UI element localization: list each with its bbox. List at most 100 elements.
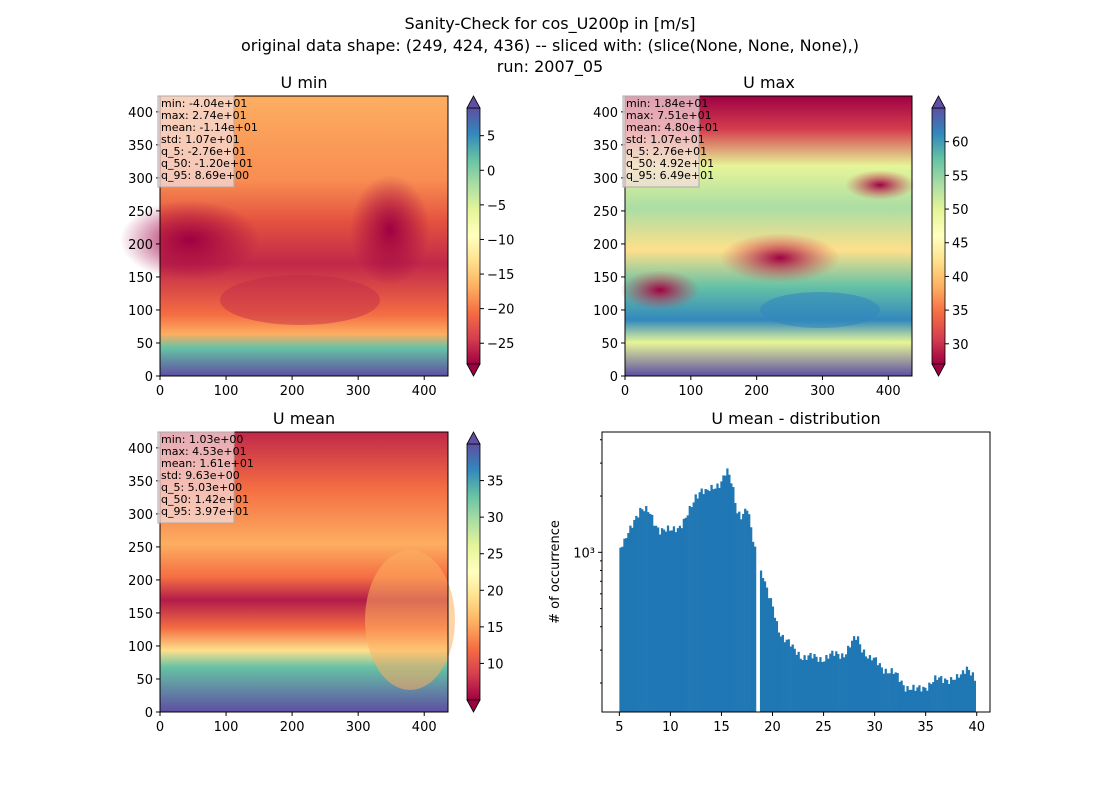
histogram-bar xyxy=(971,672,975,712)
panel-u-mean: U mean 0 100 200 300 400 0 50 100 150 200 250 300 3… xyxy=(128,409,503,735)
histogram-bar xyxy=(946,679,949,712)
x-axis: 0 100 200 300 400 xyxy=(156,376,437,399)
y-tick-label: 200 xyxy=(593,238,618,253)
x-tick-label: 5 xyxy=(615,720,623,735)
y-tick-label: 50 xyxy=(601,337,618,352)
histogram-bar xyxy=(682,518,685,712)
colorbar-tick-label: 15 xyxy=(487,621,504,636)
histogram-bar xyxy=(813,654,816,712)
histogram-bar xyxy=(748,514,751,712)
y-tick-label: 10³ xyxy=(573,546,595,561)
histogram-bar xyxy=(807,655,810,712)
histogram-bar xyxy=(876,665,879,712)
histogram-bar xyxy=(676,528,680,712)
histogram-bar xyxy=(690,507,693,712)
histogram-bar xyxy=(854,639,858,712)
stat-line: min: 1.03e+00 xyxy=(161,433,243,446)
title-line-1: Sanity-Check for cos_U200p in [m/s] xyxy=(404,14,695,34)
histogram-bar xyxy=(894,672,897,712)
histogram-bar xyxy=(904,691,907,712)
histogram-bar xyxy=(940,676,943,712)
histogram-bar xyxy=(860,652,864,712)
figure-title: Sanity-Check for cos_U200p in [m/s] orig… xyxy=(241,14,859,77)
histogram-bar xyxy=(870,660,874,712)
histogram-bar xyxy=(845,654,848,712)
histogram-bar xyxy=(888,673,891,712)
panel-title: U mean - distribution xyxy=(711,409,880,428)
histogram-bar xyxy=(696,498,699,712)
histogram-bar xyxy=(916,687,919,712)
histogram-bar xyxy=(872,657,876,712)
histogram-bar xyxy=(724,475,727,712)
histogram-bar xyxy=(765,587,769,712)
y-tick-label: 350 xyxy=(128,139,153,154)
histogram-bar xyxy=(718,487,721,712)
histogram-bar xyxy=(847,645,850,712)
y-tick-label: 300 xyxy=(128,508,153,523)
histogram-bar xyxy=(629,525,632,712)
histogram-bar xyxy=(827,658,830,712)
histogram-bar xyxy=(728,474,731,712)
histogram-bar xyxy=(902,685,905,712)
histogram-bar xyxy=(716,483,719,712)
histogram-bar xyxy=(759,570,763,712)
x-tick-label: 200 xyxy=(280,720,305,735)
histogram-bar xyxy=(734,502,737,712)
histogram-bar xyxy=(831,650,834,712)
x-tick-label: 10 xyxy=(662,720,679,735)
histogram-bar xyxy=(858,644,862,712)
histogram-bar xyxy=(771,606,775,712)
histogram-bar xyxy=(914,690,917,712)
y-tick-label: 150 xyxy=(128,607,153,622)
stat-line: min: -4.04e+01 xyxy=(161,97,247,110)
histogram-bar xyxy=(856,636,860,712)
colorbar-tick-label: 25 xyxy=(487,548,504,563)
stat-line: q_95: 3.97e+01 xyxy=(161,505,249,518)
histogram-bar xyxy=(825,655,828,712)
histogram-bar xyxy=(791,644,794,712)
histogram-bar xyxy=(944,678,947,712)
histogram-bar xyxy=(801,659,804,712)
histogram-bar xyxy=(953,679,957,712)
stat-line: q_5: -2.76e+01 xyxy=(161,145,246,158)
colorbar-tick-label: 30 xyxy=(487,511,504,526)
colorbar-tick-label: −10 xyxy=(487,233,514,248)
histogram-bar xyxy=(767,598,771,712)
histogram-bar xyxy=(957,677,961,712)
histogram-bar xyxy=(698,492,701,712)
y-tick-label: 250 xyxy=(128,205,153,220)
panel-title: U mean xyxy=(273,409,335,428)
histogram-bar xyxy=(742,513,745,712)
histogram-bar xyxy=(740,519,743,712)
histogram-bar xyxy=(649,513,652,712)
histogram-bar xyxy=(730,483,733,712)
stat-line: min: 1.84e+01 xyxy=(626,97,708,110)
histogram-bar xyxy=(621,546,624,712)
y-tick-label: 0 xyxy=(610,370,618,385)
colorbar-tick-label: −25 xyxy=(487,337,514,352)
panel-title: U min xyxy=(281,73,328,92)
histogram-bar xyxy=(843,657,846,712)
colorbar-tick-label: 40 xyxy=(952,270,969,285)
histogram-bar xyxy=(641,509,644,712)
y-tick-label: 250 xyxy=(128,541,153,556)
x-tick-label: 200 xyxy=(280,384,305,399)
histogram-bar xyxy=(817,661,820,712)
histogram-bar xyxy=(930,684,933,712)
colorbar-extend-top xyxy=(466,95,481,109)
stat-line: mean: 4.80e+01 xyxy=(626,121,719,134)
histogram-bar xyxy=(645,506,648,712)
plot-frame xyxy=(601,431,991,713)
histogram-bar xyxy=(692,502,695,712)
histogram-bar xyxy=(684,517,687,712)
panel-u-mean-distribution: U mean - distribution 5 10 15 20 25 30 35 40 10… xyxy=(548,409,991,735)
histogram-bar xyxy=(837,654,840,712)
title-line-3: run: 2007_05 xyxy=(497,57,603,77)
colorbar-extend-top xyxy=(466,431,481,445)
histogram-bar xyxy=(633,519,636,712)
x-axis: 0 100 200 300 400 xyxy=(156,712,437,735)
stats-box-bg xyxy=(622,95,700,188)
histogram-bar xyxy=(926,690,929,712)
